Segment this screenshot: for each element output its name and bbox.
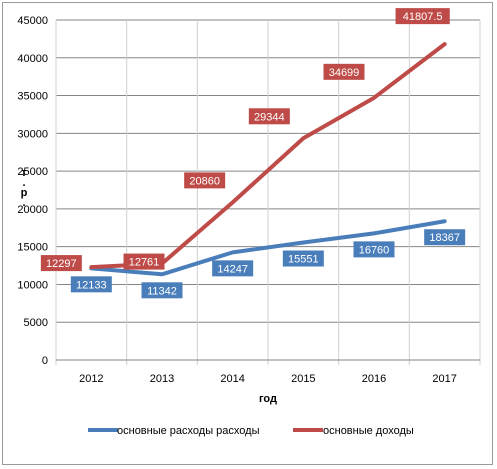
data-label: 11342 bbox=[147, 285, 177, 297]
data-label-box bbox=[353, 241, 395, 258]
gridlines bbox=[55, 19, 481, 365]
data-label-box bbox=[40, 255, 82, 272]
data-label-box bbox=[212, 260, 254, 277]
y-tick-label: 5000 bbox=[24, 317, 48, 329]
data-label: 12297 bbox=[46, 258, 77, 270]
x-tick-label: 2016 bbox=[362, 373, 386, 385]
data-label: 15551 bbox=[288, 254, 319, 266]
data-label-box bbox=[395, 8, 450, 25]
y-tick-label: 20000 bbox=[17, 204, 48, 216]
data-label: 20860 bbox=[189, 175, 220, 187]
data-label: 12133 bbox=[76, 279, 107, 291]
y-axis-title-char: р bbox=[21, 187, 28, 199]
data-label-box bbox=[323, 63, 365, 80]
data-label-box bbox=[248, 108, 290, 125]
y-axis-title-char: . bbox=[22, 197, 25, 209]
y-axis-title-char: т bbox=[21, 167, 27, 179]
legend: основные расходы расходы основные доходы bbox=[88, 425, 414, 437]
y-tick-label: 10000 bbox=[17, 279, 48, 291]
y-axis-title-char: . bbox=[22, 177, 25, 189]
legend-label-expenses: основные расходы расходы bbox=[117, 425, 260, 437]
x-axis-title: год bbox=[259, 393, 277, 405]
data-label-box bbox=[141, 282, 183, 299]
x-tick-label: 2014 bbox=[220, 373, 244, 385]
x-tick-label: 2015 bbox=[291, 373, 315, 385]
data-label: 41807.5 bbox=[403, 11, 443, 23]
data-labels: 12133 11342 14247 15551 16760 18367 12297 12761… bbox=[40, 8, 466, 299]
x-axis-ticks: 2012 2013 2014 2015 2016 2017 bbox=[79, 373, 457, 385]
y-axis-ticks: 0 5000 10000 15000 20000 25000 30000 35000 40000… bbox=[17, 15, 48, 367]
series-line-0 bbox=[89, 219, 447, 277]
y-tick-label: 30000 bbox=[17, 128, 48, 140]
y-axis-title: т.р. bbox=[21, 167, 28, 209]
data-label: 29344 bbox=[254, 111, 285, 123]
data-label-box bbox=[123, 253, 165, 270]
data-label: 18367 bbox=[429, 232, 460, 244]
data-label: 16760 bbox=[359, 244, 390, 256]
x-tick-label: 2013 bbox=[150, 373, 174, 385]
data-label-box bbox=[424, 229, 466, 246]
legend-label-income: основные доходы bbox=[323, 425, 414, 437]
y-tick-label: 25000 bbox=[17, 166, 48, 178]
chart-area bbox=[2, 2, 493, 465]
data-label-box bbox=[282, 250, 324, 267]
data-label: 34699 bbox=[329, 67, 360, 79]
y-tick-label: 35000 bbox=[17, 91, 48, 103]
data-label-box bbox=[70, 276, 112, 293]
y-tick-label: 15000 bbox=[17, 242, 48, 254]
data-label: 14247 bbox=[217, 263, 248, 275]
y-tick-label: 40000 bbox=[17, 53, 48, 65]
x-tick-label: 2017 bbox=[432, 373, 456, 385]
y-tick-label: 45000 bbox=[17, 15, 48, 27]
y-tick-label: 0 bbox=[42, 355, 48, 367]
data-label: 12761 bbox=[129, 257, 160, 269]
data-label-box bbox=[184, 172, 226, 189]
x-tick-label: 2012 bbox=[79, 373, 103, 385]
